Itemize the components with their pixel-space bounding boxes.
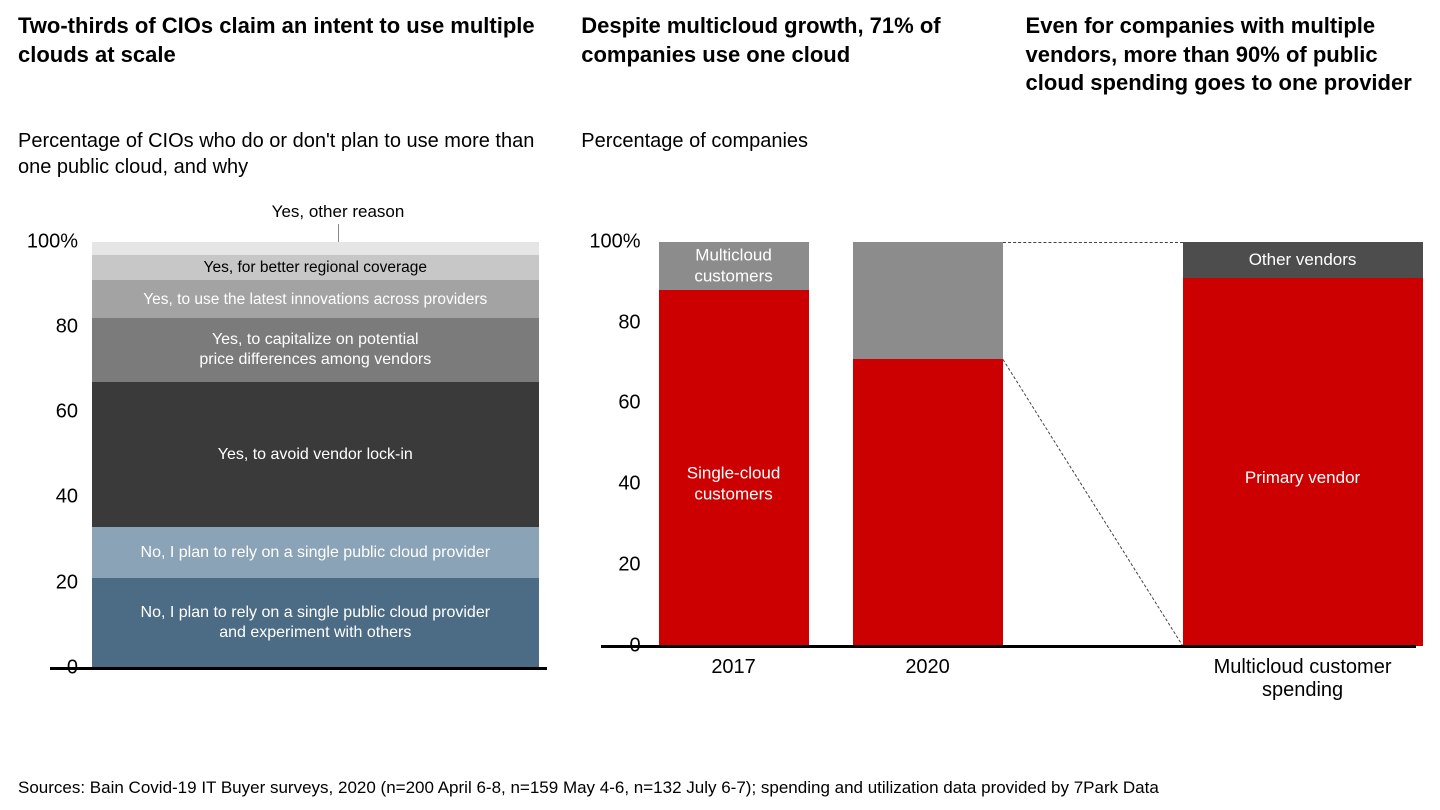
bar-top-segment <box>853 242 1003 359</box>
panel-right-plot-area: Single-cloudcustomers Multicloudcustomers… <box>641 242 1416 646</box>
bar-category-label: 2020 <box>853 646 1003 679</box>
panel1-segment: No, I plan to rely on a single public cl… <box>92 527 539 578</box>
figure-container: Two-thirds of CIOs claim an intent to us… <box>18 12 1422 798</box>
panel-right-x-axis <box>601 645 1416 648</box>
panel1-segment: Yes, to capitalize on potential price di… <box>92 318 539 382</box>
connector-line <box>1003 242 1183 243</box>
panel1-segment: No, I plan to rely on a single public cl… <box>92 578 539 667</box>
panel3-subtitle <box>1026 128 1422 180</box>
panel1-plot-area: No, I plan to rely on a single public cl… <box>84 242 547 668</box>
bar-bottom-segment <box>1183 278 1423 646</box>
bar: Primary vendorOther vendorsMulticloud cu… <box>1183 242 1423 646</box>
panel1-stack: No, I plan to rely on a single public cl… <box>92 242 539 668</box>
panel1-ytick: 40 <box>56 486 78 509</box>
bar-top-label: Other vendors <box>1183 250 1423 270</box>
panel1-ytick: 80 <box>56 315 78 338</box>
panel2-ytick: 60 <box>618 392 640 415</box>
bar: 2020 <box>853 242 1003 646</box>
panel1-ytick: 100% <box>27 230 78 253</box>
panel1-callout-line <box>338 224 339 242</box>
charts-row: Yes, other reason 020406080100% No, I pl… <box>18 188 1422 766</box>
source-note: Sources: Bain Covid-19 IT Buyer surveys,… <box>18 778 1422 798</box>
panel2-ytick: 20 <box>618 553 640 576</box>
panel1-subtitle: Percentage of CIOs who do or don't plan … <box>18 128 553 180</box>
titles-row: Two-thirds of CIOs claim an intent to us… <box>18 12 1422 98</box>
panel-right-chart: 020406080100% Single-cloudcustomersMulti… <box>581 188 1422 688</box>
bar-top-label: Multicloudcustomers <box>659 246 809 287</box>
panel3-title: Even for companies with multiple vendors… <box>1026 12 1422 98</box>
panel1-callout: Yes, other reason <box>228 202 448 222</box>
panel1-chart: Yes, other reason 020406080100% No, I pl… <box>18 188 553 688</box>
panel1-title: Two-thirds of CIOs claim an intent to us… <box>18 12 553 98</box>
panel2-ytick: 40 <box>618 473 640 496</box>
panel1-segment: Yes, to use the latest innovations acros… <box>92 280 539 318</box>
bar-category-label: 2017 <box>659 646 809 679</box>
connector-line <box>1002 359 1183 646</box>
bar-category-label: Multicloud customer spending <box>1183 646 1423 702</box>
panel1-x-axis <box>50 667 547 670</box>
subtitles-row: Percentage of CIOs who do or don't plan … <box>18 128 1422 180</box>
panel2-ytick: 100% <box>589 230 640 253</box>
bar-bottom-label: Primary vendor <box>1183 468 1423 488</box>
bar: Single-cloudcustomers Multicloudcustomers… <box>659 242 809 646</box>
bar-bottom-segment <box>853 359 1003 646</box>
panel1-segment <box>92 242 539 255</box>
panel2-title: Despite multicloud growth, 71% of compan… <box>581 12 997 98</box>
bar-bottom-label: Single-cloudcustomers <box>659 464 809 505</box>
panel1-segment: Yes, for better regional coverage <box>92 255 539 281</box>
panel1-ytick: 20 <box>56 571 78 594</box>
panel1-segment: Yes, to avoid vendor lock-in <box>92 382 539 527</box>
panel2-subtitle: Percentage of companies <box>581 128 997 180</box>
panel2-ytick: 80 <box>618 311 640 334</box>
panel1-ytick: 60 <box>56 401 78 424</box>
